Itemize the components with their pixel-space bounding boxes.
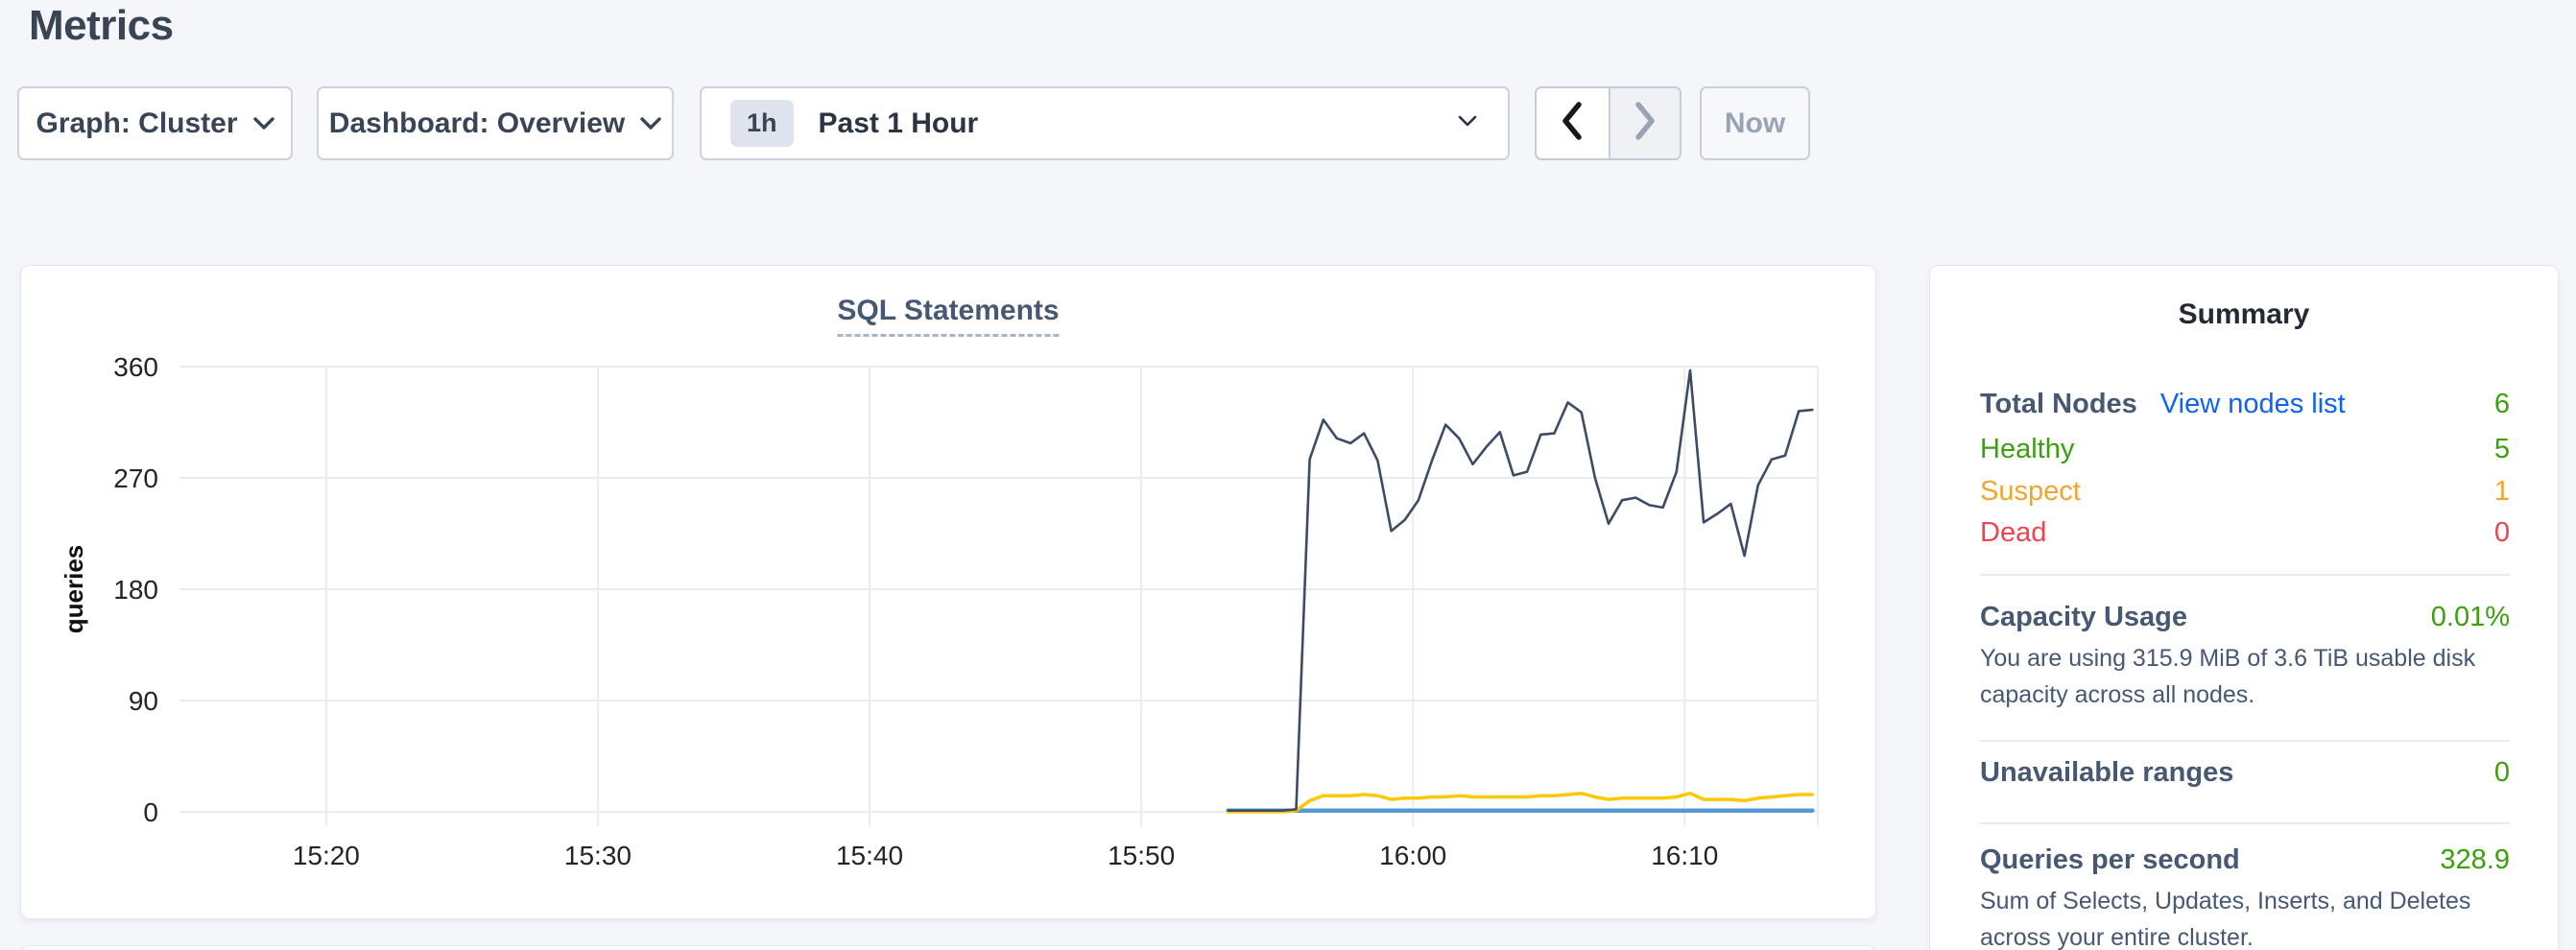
sql-statements-plot[interactable]: 360 270 180 90 0 15:20 15:30 15:40 15:50 16:00 16:… <box>21 266 1877 920</box>
now-button-label: Now <box>1724 107 1786 139</box>
chevron-down-icon <box>1458 115 1477 132</box>
page-title: Metrics <box>29 2 174 49</box>
chevron-left-icon <box>1559 100 1586 147</box>
summary-title: Summary <box>2178 298 2310 330</box>
chevron-right-icon <box>1632 100 1658 147</box>
x-tick-label: 15:30 <box>564 841 632 870</box>
prev-range-button[interactable] <box>1537 88 1609 158</box>
x-tick-label: 15:20 <box>293 841 360 870</box>
capacity-usage-description: You are using 315.9 MiB of 3.6 TiB usabl… <box>1980 645 2476 708</box>
unavailable-ranges-row: Unavailable ranges 0 <box>1980 757 2510 789</box>
healthy-nodes-label: Healthy <box>1980 434 2075 464</box>
x-tick-label: 15:40 <box>836 841 903 870</box>
total-nodes-label: Total Nodes <box>1980 389 2137 419</box>
unavailable-ranges-label: Unavailable ranges <box>1980 757 2234 788</box>
x-tick-label: 15:50 <box>1108 841 1175 870</box>
series-yellow-line <box>1226 791 1815 814</box>
chart-title[interactable]: SQL Statements <box>837 295 1060 337</box>
queries-per-second-label: Queries per second <box>1980 844 2240 875</box>
capacity-usage-value: 0.01% <box>2430 602 2510 632</box>
divider <box>1980 822 2510 824</box>
time-range-step-group <box>1535 86 1682 160</box>
total-nodes-row: Total Nodes View nodes list 6 <box>1980 389 2510 420</box>
chevron-down-icon <box>252 116 274 131</box>
dashboard-dropdown[interactable]: Dashboard: Overview <box>317 86 674 160</box>
summary-card: Summary Total Nodes View nodes list 6 He… <box>1929 265 2559 950</box>
queries-per-second-description: Sum of Selects, Updates, Inserts, and De… <box>1980 888 2471 950</box>
graph-dropdown-label: Graph: Cluster <box>36 107 238 139</box>
y-tick-label: 90 <box>129 686 158 716</box>
y-tick-label: 360 <box>113 352 158 382</box>
y-tick-label: 180 <box>113 575 158 605</box>
dashboard-dropdown-label: Dashboard: Overview <box>328 107 626 139</box>
dead-nodes-label: Dead <box>1980 517 2047 548</box>
time-range-selector[interactable]: 1h Past 1 Hour <box>700 86 1510 160</box>
divider <box>1980 574 2510 576</box>
series-navy-line <box>1227 368 1814 813</box>
queries-per-second-row: Queries per second 328.9 <box>1980 844 2510 876</box>
x-tick-label: 16:10 <box>1651 841 1718 870</box>
next-chart-card <box>20 945 1876 950</box>
dead-nodes-value: 0 <box>2493 517 2510 548</box>
divider <box>1980 740 2510 742</box>
y-axis-label: queries <box>60 545 88 634</box>
total-nodes-value: 6 <box>2493 389 2510 419</box>
suspect-nodes-value: 1 <box>2493 476 2510 507</box>
chart-card: SQL Statements 360 270 180 90 0 15:20 15:30 15:… <box>20 265 1876 919</box>
view-nodes-list-link[interactable]: View nodes list <box>2159 389 2346 419</box>
graph-dropdown[interactable]: Graph: Cluster <box>17 86 293 160</box>
unavailable-ranges-value: 0 <box>2493 757 2510 788</box>
x-tick-label: 16:00 <box>1379 841 1446 870</box>
dead-nodes-row: Dead 0 <box>1980 517 2510 549</box>
time-range-badge: 1h <box>730 100 794 147</box>
now-button[interactable]: Now <box>1700 86 1810 160</box>
healthy-nodes-value: 5 <box>2493 434 2510 464</box>
queries-per-second-value: 328.9 <box>2440 844 2510 875</box>
suspect-nodes-row: Suspect 1 <box>1980 476 2510 508</box>
healthy-nodes-row: Healthy 5 <box>1980 434 2510 465</box>
y-tick-label: 270 <box>113 463 158 493</box>
capacity-usage-row: Capacity Usage 0.01% <box>1980 602 2510 633</box>
suspect-nodes-label: Suspect <box>1980 476 2081 507</box>
y-tick-label: 0 <box>143 797 158 827</box>
time-range-label: Past 1 Hour <box>818 107 979 139</box>
chevron-down-icon <box>640 116 661 131</box>
next-range-button[interactable] <box>1608 88 1680 158</box>
capacity-usage-label: Capacity Usage <box>1980 602 2187 632</box>
